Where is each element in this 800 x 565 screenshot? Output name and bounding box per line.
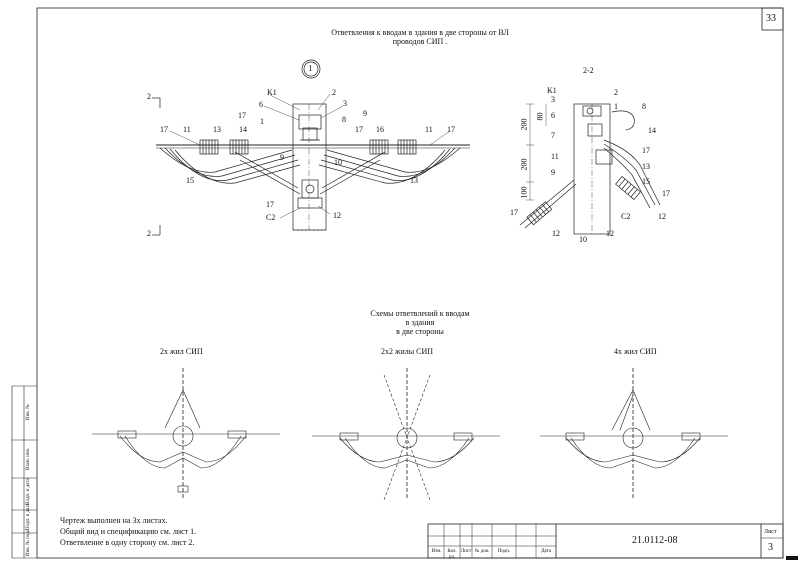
scheme-1-drawing <box>92 368 280 498</box>
label-17c: 17 <box>447 125 455 134</box>
sec-label-1: 1 <box>614 102 618 111</box>
sidebar-label-1: Инв. № <box>26 404 31 420</box>
stamp-sheet-label: Лист <box>764 529 777 535</box>
label-11b: 11 <box>425 125 433 134</box>
sec-label-12b: 12 <box>552 229 560 238</box>
sec-label-6: 6 <box>551 111 555 120</box>
sidebar-label-4: Подп. и дата <box>26 503 31 530</box>
label-17e: 17 <box>266 200 274 209</box>
sec-label-c2: C2 <box>621 212 631 221</box>
stamp-col-list: Лист <box>460 549 472 554</box>
scheme-2-drawing <box>312 368 500 501</box>
sec-label-15: 15 <box>642 177 650 186</box>
scheme-3-drawing <box>540 368 728 498</box>
label-15: 15 <box>186 176 194 185</box>
page-number: 33 <box>766 13 776 24</box>
label-k1: K1 <box>267 88 277 97</box>
label-13a: 13 <box>213 125 221 134</box>
scheme-3-label: 4х жил СИП <box>614 347 657 356</box>
stamp-code: 21.0112-08 <box>632 535 678 546</box>
sheet-title-line1: Ответвления к вводам в здания в две стор… <box>331 28 509 37</box>
label-10: 10 <box>334 158 342 167</box>
sec-label-8: 8 <box>642 102 646 111</box>
note-1: Чертеж выполнен на 3х листах. <box>60 516 168 525</box>
schemes-title-line1: Схемы ответвлений к вводам <box>370 309 470 318</box>
sec-label-11: 11 <box>551 152 559 161</box>
section-title: 2-2 <box>583 66 594 75</box>
label-17a: 17 <box>238 111 246 120</box>
label-16: 16 <box>376 125 384 134</box>
callout-label: I <box>309 64 312 73</box>
scheme-2-label: 2х2 жилы СИП <box>381 347 434 356</box>
section-mark-top: 2 <box>147 92 151 101</box>
section-mark-bottom: 2 <box>147 229 151 238</box>
stamp-col-izm: Изм. <box>431 549 442 554</box>
sidebar-label-3: Подп. и дата <box>26 478 31 505</box>
sec-label-k1: K1 <box>547 86 557 95</box>
dim-100: 100 <box>519 186 529 199</box>
label-14: 14 <box>239 125 247 134</box>
label-3: 3 <box>343 99 347 108</box>
label-c2: C2 <box>266 213 276 222</box>
label-9b: 9 <box>280 153 284 162</box>
scheme-1-label: 2х жил СИП <box>160 347 203 356</box>
sec-label-10: 10 <box>579 235 587 244</box>
sec-label-9: 9 <box>551 168 555 177</box>
note-2: Общий вид и спецификацию см. лист 1. <box>60 527 197 536</box>
stamp-sheet-number: 3 <box>768 542 773 553</box>
sheet-title-line2: проводов СИП . <box>392 37 448 46</box>
label-17d: 17 <box>160 125 168 134</box>
schemes-title-line3: в две стороны <box>396 327 444 336</box>
sec-label-7: 7 <box>551 131 555 140</box>
stamp-col-date: Дата <box>541 549 551 554</box>
label-6: 6 <box>259 100 263 109</box>
label-17b: 17 <box>355 125 363 134</box>
dim-200b: 200 <box>519 158 529 171</box>
label-1: 1 <box>260 117 264 126</box>
sec-label-13: 13 <box>642 162 650 171</box>
sec-label-3: 3 <box>551 95 555 104</box>
sec-label-17c: 17 <box>510 208 518 217</box>
label-12: 12 <box>333 211 341 220</box>
sec-label-12c: 12 <box>606 229 614 238</box>
sec-label-12a: 12 <box>658 212 666 221</box>
label-11a: 11 <box>183 125 191 134</box>
stamp-col-kol: Кол. уч. <box>447 549 457 560</box>
sidebar-label-5: Инв. № подл. <box>26 527 31 557</box>
stamp-col-doc: № док. <box>474 549 490 554</box>
stamp-col-podp: Подп. <box>497 549 511 554</box>
schemes-title-line2: в здания <box>405 318 435 327</box>
label-8: 8 <box>342 115 346 124</box>
note-3: Ответвление в одну сторону см. лист 2. <box>60 538 195 547</box>
label-9a: 9 <box>363 109 367 118</box>
sec-label-2: 2 <box>614 88 618 97</box>
label-2: 2 <box>332 88 336 97</box>
sec-label-14: 14 <box>648 126 656 135</box>
sec-label-17a: 17 <box>642 146 650 155</box>
sec-label-17b: 17 <box>662 189 670 198</box>
sidebar-label-2: Взам. инв. <box>26 447 31 470</box>
label-13b: 13 <box>410 176 418 185</box>
dim-200a: 200 <box>519 118 529 131</box>
dim-80: 80 <box>535 112 545 121</box>
